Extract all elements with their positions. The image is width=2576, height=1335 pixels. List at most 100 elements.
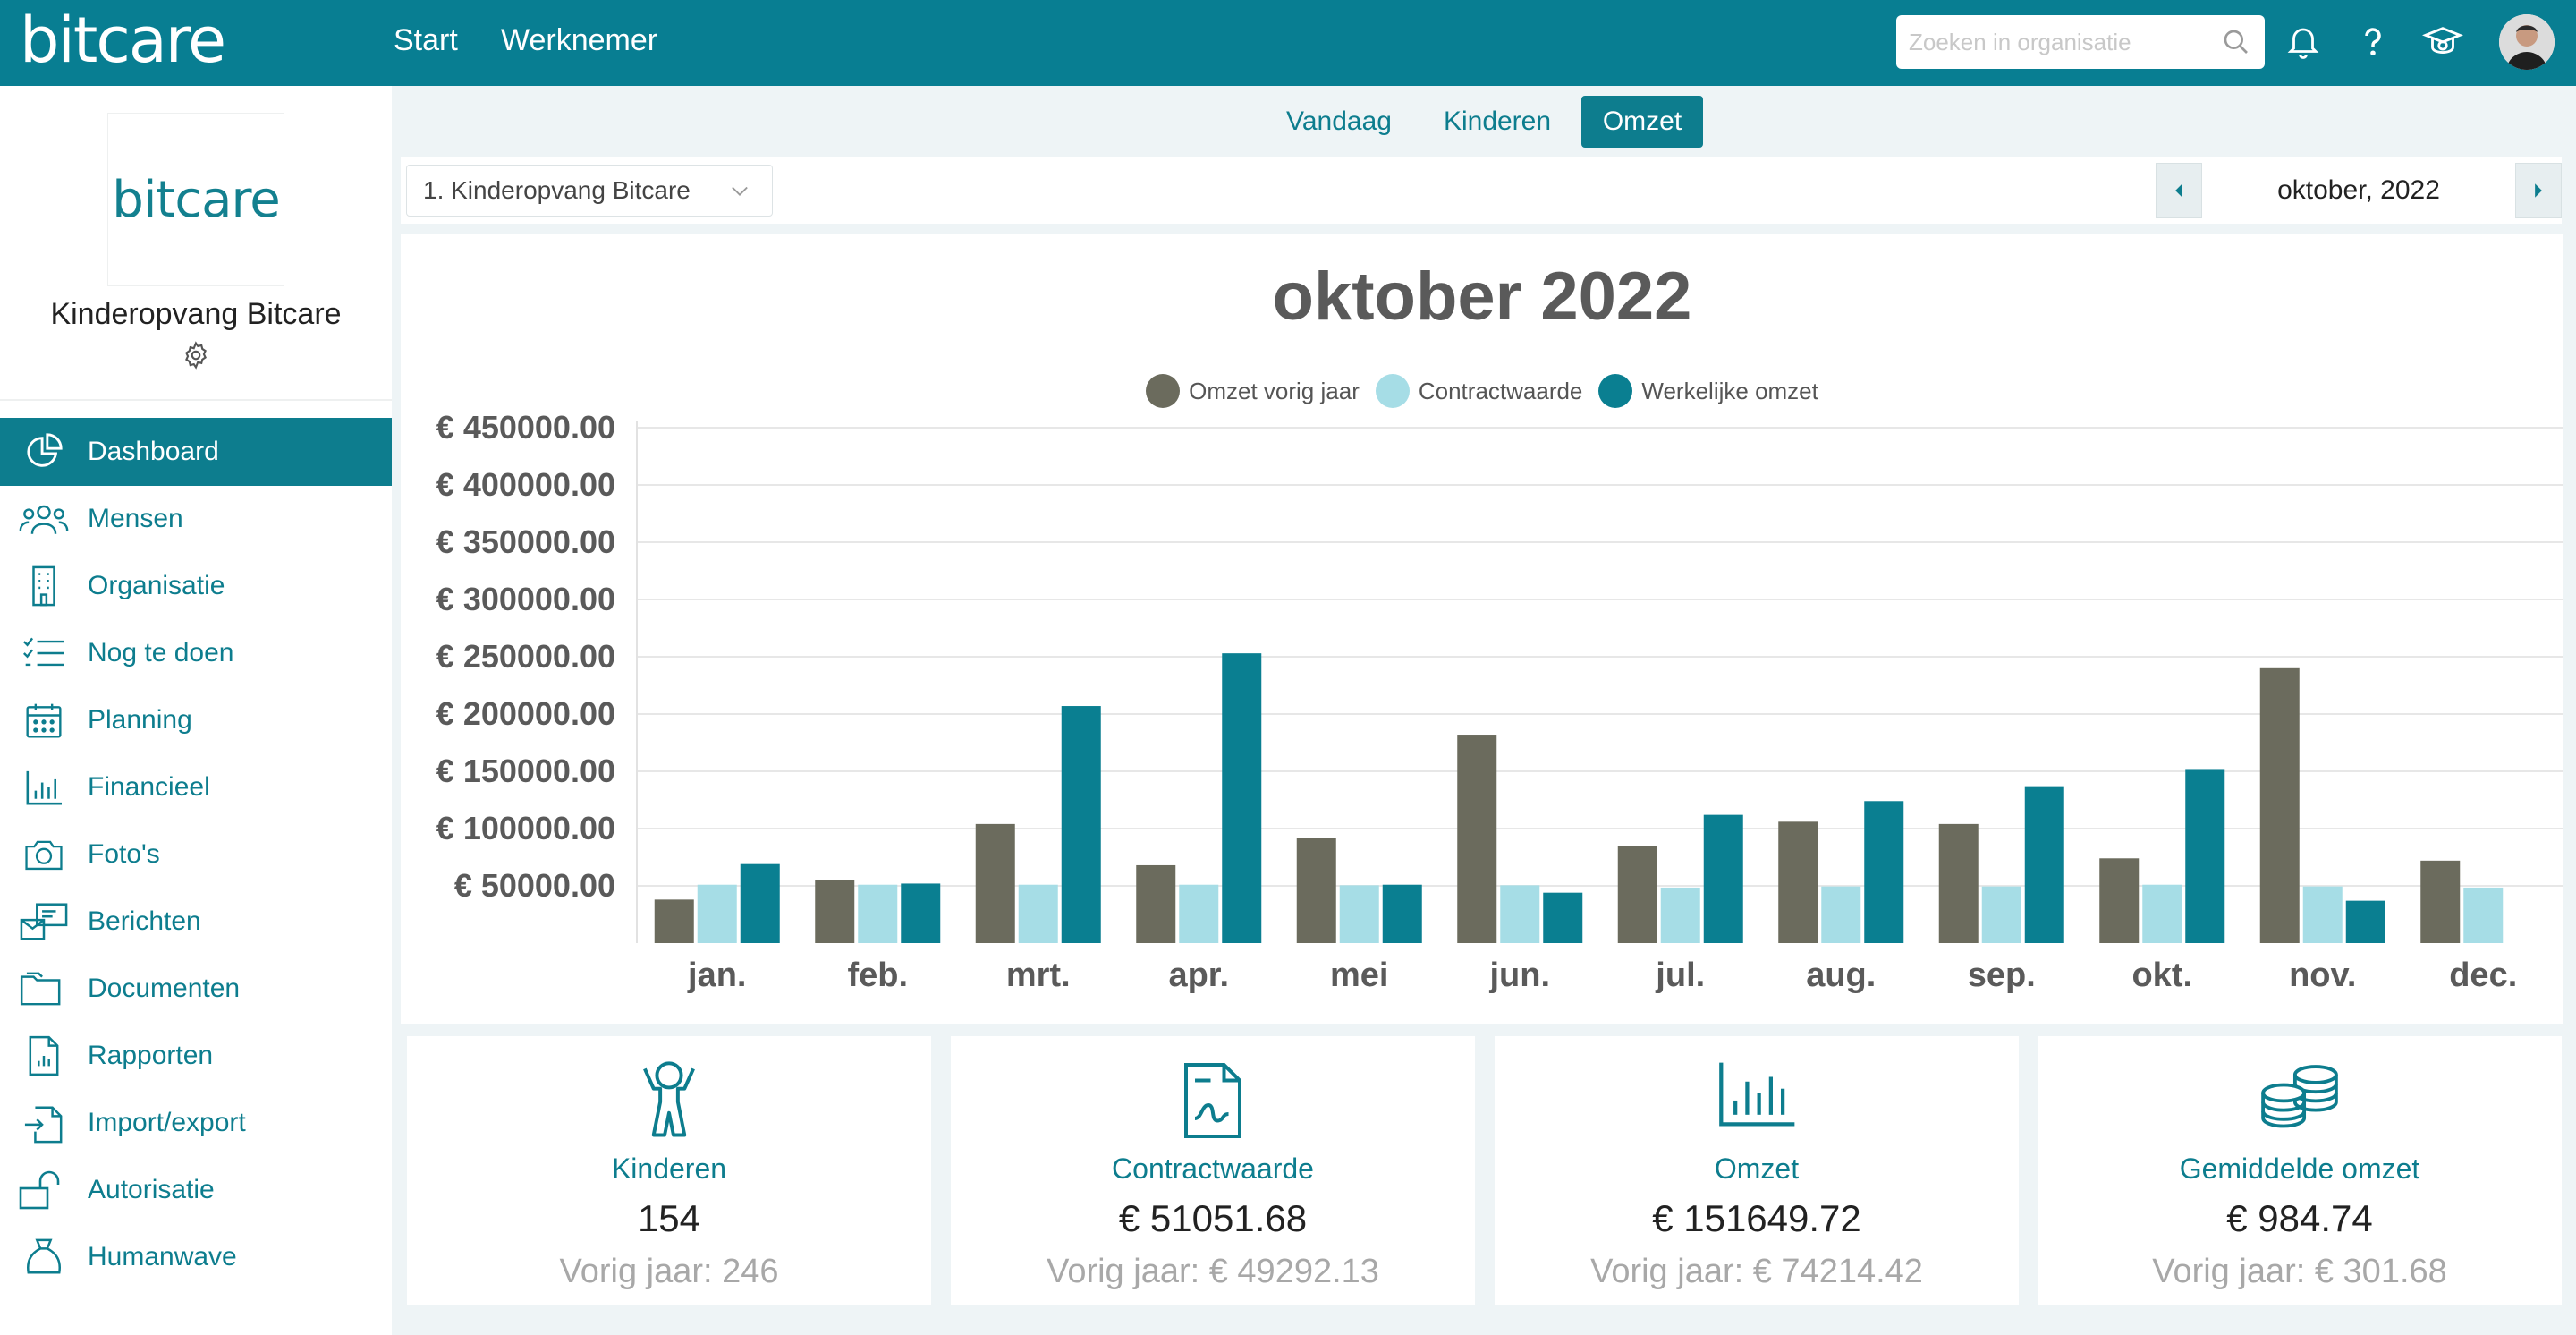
stat-label: Omzet: [1714, 1152, 1800, 1185]
search-box: [1896, 15, 2265, 69]
legend-item-actual[interactable]: Werkelijke omzet: [1598, 374, 1818, 408]
sidebar-item-import-export[interactable]: Import/export: [0, 1089, 392, 1157]
search-input[interactable]: [1909, 24, 2204, 60]
sidebar-item-documenten[interactable]: Documenten: [0, 955, 392, 1023]
chart-title: oktober 2022: [1272, 259, 1692, 335]
bar: [1339, 885, 1379, 943]
next-month-button[interactable]: [2515, 163, 2562, 218]
bar: [1938, 823, 1979, 943]
org-logo: bitcare: [107, 113, 284, 286]
bar: [815, 880, 855, 943]
bar: [740, 863, 780, 943]
stat-card-contractwaarde: Contractwaarde € 51051.68 Vorig jaar: € …: [951, 1036, 1475, 1305]
organisation-select[interactable]: 1. Kinderopvang Bitcare: [406, 165, 773, 217]
sidebar-item-dashboard[interactable]: Dashboard: [0, 418, 392, 486]
bar-chart-icon: [1719, 1062, 1795, 1127]
stat-previous-year: Vorig jaar: € 301.68: [2152, 1253, 2447, 1290]
top-bar: bitcare Start Werknemer: [0, 0, 2576, 86]
contract-icon: [1184, 1063, 1241, 1138]
user-avatar[interactable]: [2499, 14, 2555, 70]
sidebar-item-label: Import/export: [88, 1108, 246, 1137]
search-icon[interactable]: [2222, 28, 2250, 56]
report-icon: [0, 1035, 88, 1076]
bar: [1543, 892, 1583, 943]
x-tick-label: sep.: [1968, 957, 2036, 994]
dashboard-icon: [0, 431, 88, 472]
previous-month-button[interactable]: [2156, 163, 2202, 218]
import-export-icon: [0, 1102, 88, 1144]
y-tick-label: € 200000.00: [436, 695, 615, 732]
sidebar: bitcare Kinderopvang Bitcare Dashboard M…: [0, 86, 392, 1335]
help-icon[interactable]: [2351, 20, 2395, 64]
legend-label: Omzet vorig jaar: [1189, 377, 1360, 404]
sidebar-item-berichten[interactable]: Berichten: [0, 888, 392, 956]
tab-kinderen[interactable]: Kinderen: [1443, 106, 1552, 136]
app-logo[interactable]: bitcare: [20, 4, 226, 77]
x-tick-label: mei: [1330, 957, 1388, 994]
sidebar-divider: [0, 399, 392, 401]
sidebar-item-organisatie[interactable]: Organisatie: [0, 552, 392, 620]
bar: [1018, 884, 1058, 943]
x-tick-label: jan.: [687, 957, 746, 994]
tab-vandaag[interactable]: Vandaag: [1286, 106, 1392, 136]
bar: [2420, 860, 2461, 943]
bar: [1500, 885, 1540, 943]
bell-icon[interactable]: [2281, 20, 2326, 64]
sidebar-item-label: Rapporten: [88, 1041, 214, 1070]
chevron-down-icon: [732, 186, 748, 196]
x-tick-label: mrt.: [1006, 957, 1071, 994]
sidebar-item-humanwave[interactable]: Humanwave: [0, 1223, 392, 1291]
sidebar-item-label: Dashboard: [88, 437, 219, 466]
stat-value: € 151649.72: [1652, 1197, 1861, 1239]
legend-swatch: [1375, 374, 1410, 408]
stat-label: Contractwaarde: [1112, 1152, 1314, 1185]
sidebar-item-label: Berichten: [88, 906, 201, 936]
sidebar-item-label: Documenten: [88, 974, 241, 1003]
bar: [2302, 886, 2343, 943]
chart-legend: Omzet vorig jaar Contractwaarde Werkelij…: [401, 374, 2563, 408]
gear-icon[interactable]: [181, 340, 211, 370]
bar: [901, 883, 941, 943]
bag-icon: [0, 1237, 88, 1278]
sidebar-item-mensen[interactable]: Mensen: [0, 485, 392, 553]
bar: [1617, 846, 1657, 943]
y-tick-label: € 300000.00: [436, 581, 615, 617]
academy-icon[interactable]: [2420, 20, 2465, 64]
stat-previous-year: Vorig jaar: € 74214.42: [1590, 1253, 1923, 1290]
legend-label: Contractwaarde: [1418, 377, 1583, 404]
stat-previous-year: Vorig jaar: € 49292.13: [1046, 1253, 1379, 1290]
legend-item-contract[interactable]: Contractwaarde: [1375, 374, 1583, 408]
bar: [975, 823, 1015, 943]
sidebar-item-label: Humanwave: [88, 1242, 237, 1271]
sidebar-item-rapporten[interactable]: Rapporten: [0, 1022, 392, 1090]
x-tick-label: jun.: [1488, 957, 1550, 994]
bar: [1457, 735, 1497, 943]
bar: [1660, 887, 1700, 943]
nav-werknemer[interactable]: Werknemer: [501, 23, 658, 57]
x-tick-label: feb.: [847, 957, 908, 994]
sidebar-item-autorisatie[interactable]: Autorisatie: [0, 1156, 392, 1224]
legend-swatch: [1146, 374, 1181, 408]
x-tick-label: okt.: [2131, 957, 2192, 994]
stat-label: Gemiddelde omzet: [2179, 1152, 2420, 1185]
bar: [1703, 814, 1743, 943]
bar: [1981, 886, 2021, 943]
bar-chart: € 50000.00 € 100000.00 € 150000.00 € 200000…: [436, 409, 2563, 994]
month-label[interactable]: oktober, 2022: [2202, 163, 2515, 218]
tab-omzet[interactable]: Omzet: [1581, 96, 1703, 148]
legend-item-prev-year[interactable]: Omzet vorig jaar: [1146, 374, 1360, 408]
bar: [2259, 668, 2300, 943]
bar: [697, 884, 737, 943]
sidebar-item-financieel[interactable]: Financieel: [0, 753, 392, 821]
bar: [1821, 886, 1861, 943]
x-tick-label: nov.: [2289, 957, 2356, 994]
month-navigator: oktober, 2022: [2156, 163, 2562, 218]
sidebar-item-planning[interactable]: Planning: [0, 686, 392, 754]
camera-icon: [0, 837, 88, 872]
sidebar-item-fotos[interactable]: Foto's: [0, 821, 392, 889]
bar: [654, 899, 694, 943]
coins-icon: [2261, 1065, 2338, 1128]
nav-start[interactable]: Start: [394, 23, 458, 57]
building-icon: [0, 565, 88, 607]
sidebar-item-nog-te-doen[interactable]: Nog te doen: [0, 619, 392, 687]
